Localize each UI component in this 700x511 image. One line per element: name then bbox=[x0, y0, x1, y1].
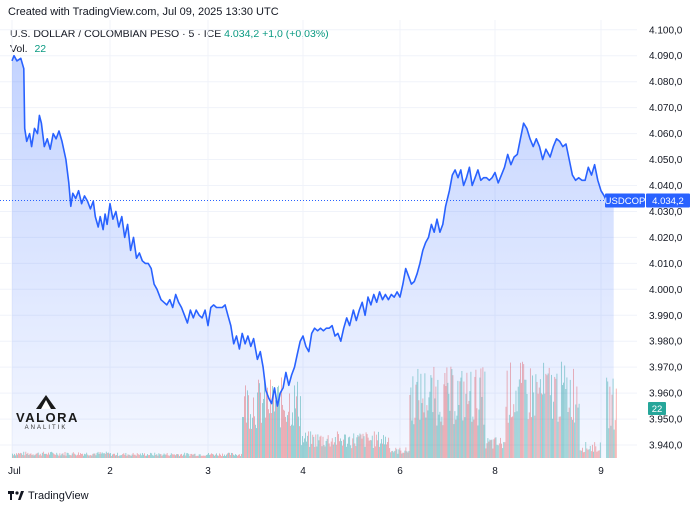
price-tag-text: 4.034,2 bbox=[652, 196, 684, 207]
x-tick-label: 9 bbox=[598, 466, 604, 477]
volume-bar bbox=[615, 388, 617, 458]
tradingview-brand[interactable]: TradingView bbox=[8, 490, 89, 502]
symbol-title: U.S. DOLLAR / COLOMBIAN PESO · 5 · ICE bbox=[10, 28, 222, 40]
y-tick-label: 4.000,0 bbox=[649, 285, 683, 296]
y-tick-label: 4.060,0 bbox=[649, 129, 683, 140]
valora-logo-icon bbox=[36, 395, 56, 409]
y-tick-label: 3.960,0 bbox=[649, 389, 683, 400]
symbol-price-tag: USDCOP 4.034,2 bbox=[605, 193, 690, 208]
legend-symbol-row: U.S. DOLLAR / COLOMBIAN PESO · 5 · ICE 4… bbox=[10, 27, 329, 42]
x-tick-label: 3 bbox=[205, 466, 211, 477]
valora-watermark: VALORA ANALITIK bbox=[16, 395, 79, 431]
price-tags: USDCOP 4.034,2 22 bbox=[605, 193, 690, 415]
legend: U.S. DOLLAR / COLOMBIAN PESO · 5 · ICE 4… bbox=[10, 27, 329, 57]
valora-name: VALORA bbox=[16, 410, 79, 425]
x-tick-label: 6 bbox=[397, 466, 403, 477]
y-tick-label: 3.940,0 bbox=[649, 441, 683, 452]
y-tick-label: 4.100,0 bbox=[649, 25, 683, 36]
last-price: 4.034,2 bbox=[224, 28, 260, 40]
tradingview-label: TradingView bbox=[28, 490, 89, 502]
y-tick-label: 4.030,0 bbox=[649, 207, 683, 218]
y-tick-label: 4.050,0 bbox=[649, 155, 683, 166]
y-tick-label: 4.070,0 bbox=[649, 103, 683, 114]
price-area bbox=[0, 54, 642, 458]
y-axis: 4.100,0 4.090,0 4.080,0 4.070,0 4.060,0 4.050… bbox=[649, 25, 683, 451]
y-tick-label: 4.080,0 bbox=[649, 77, 683, 88]
volume-tag: 22 bbox=[648, 402, 666, 415]
y-tick-label: 3.970,0 bbox=[649, 363, 683, 374]
chart-caption: Created with TradingView.com, Jul 09, 20… bbox=[8, 6, 279, 18]
x-tick-label: Jul bbox=[8, 466, 21, 477]
volume-bar bbox=[614, 420, 616, 458]
volume-value: 22 bbox=[34, 43, 47, 55]
x-tick-label: 2 bbox=[107, 466, 113, 477]
tradingview-logo-icon bbox=[8, 491, 24, 500]
y-tick-label: 4.040,0 bbox=[649, 181, 683, 192]
y-tick-label: 4.090,0 bbox=[649, 51, 683, 62]
x-tick-label: 8 bbox=[492, 466, 498, 477]
y-tick-label: 3.980,0 bbox=[649, 337, 683, 348]
x-tick-label: 4 bbox=[300, 466, 306, 477]
volume-bar bbox=[613, 429, 615, 458]
y-tick-label: 4.010,0 bbox=[649, 259, 683, 270]
x-axis: Jul 2 3 4 6 8 9 bbox=[8, 466, 604, 477]
y-tick-label: 3.990,0 bbox=[649, 311, 683, 322]
valora-subtitle: ANALITIK bbox=[24, 425, 68, 431]
symbol-tag-text: USDCOP bbox=[605, 196, 646, 207]
price-change: +1,0 (+0,03%) bbox=[262, 28, 329, 40]
volume-tag-text: 22 bbox=[652, 404, 663, 415]
y-tick-label: 3.950,0 bbox=[649, 415, 683, 426]
legend-volume-row: Vol. 22 bbox=[10, 42, 329, 57]
volume-label: Vol. bbox=[10, 43, 28, 55]
y-tick-label: 4.020,0 bbox=[649, 233, 683, 244]
price-area-fill bbox=[12, 55, 614, 458]
price-line bbox=[11, 54, 614, 407]
